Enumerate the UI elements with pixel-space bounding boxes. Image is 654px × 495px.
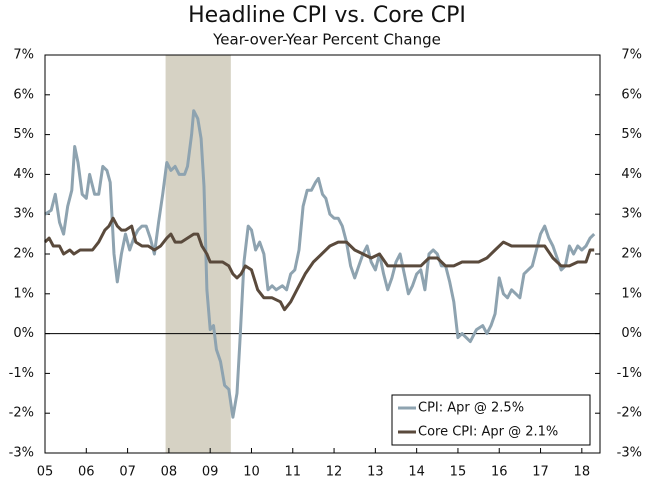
y-tick-label: 0%	[13, 326, 34, 341]
x-tick-label: 10	[243, 465, 260, 480]
legend-label: Core CPI: Apr @ 2.1%	[418, 425, 558, 440]
legend-label: CPI: Apr @ 2.5%	[418, 401, 524, 416]
y-tick-label: 2%	[13, 247, 34, 262]
x-tick-label: 14	[408, 465, 425, 480]
y2-tick-label: -2%	[617, 406, 642, 421]
x-tick-label: 05	[37, 465, 54, 480]
x-tick-label: 18	[574, 465, 591, 480]
x-tick-label: 11	[284, 465, 301, 480]
y2-tick-label: -3%	[617, 446, 642, 461]
x-tick-label: 06	[78, 465, 95, 480]
x-tick-label: 09	[202, 465, 219, 480]
x-tick-label: 07	[119, 465, 136, 480]
x-tick-label: 13	[367, 465, 384, 480]
y-tick-label: 1%	[13, 286, 34, 301]
x-tick-label: 17	[532, 465, 549, 480]
chart-subtitle: Year-over-Year Percent Change	[212, 31, 441, 49]
y-tick-label: -3%	[9, 446, 34, 461]
y2-tick-label: 5%	[621, 127, 642, 142]
x-tick-label: 16	[491, 465, 508, 480]
y-tick-label: 6%	[13, 87, 34, 102]
x-tick-label: 08	[161, 465, 178, 480]
y-tick-label: 4%	[13, 167, 34, 182]
y2-tick-label: 1%	[621, 286, 642, 301]
y-tick-label: 3%	[13, 207, 34, 222]
recession-shade	[165, 55, 231, 453]
y-tick-label: -1%	[9, 366, 34, 381]
y2-tick-label: 4%	[621, 167, 642, 182]
y2-tick-label: 6%	[621, 87, 642, 102]
y-tick-label: 7%	[13, 48, 34, 63]
chart-title: Headline CPI vs. Core CPI	[188, 3, 466, 28]
y2-tick-label: 2%	[621, 247, 642, 262]
y2-tick-label: 7%	[621, 48, 642, 63]
y2-tick-label: 3%	[621, 207, 642, 222]
x-tick-label: 15	[450, 465, 467, 480]
series-line	[43, 216, 595, 312]
legend-box	[391, 394, 591, 446]
plot-frame	[44, 54, 601, 454]
series-line	[44, 109, 596, 419]
x-tick-label: 12	[326, 465, 343, 480]
y2-tick-label: -1%	[617, 366, 642, 381]
y-tick-label: 5%	[13, 127, 34, 142]
y-tick-label: -2%	[9, 406, 34, 421]
y2-tick-label: 0%	[621, 326, 642, 341]
